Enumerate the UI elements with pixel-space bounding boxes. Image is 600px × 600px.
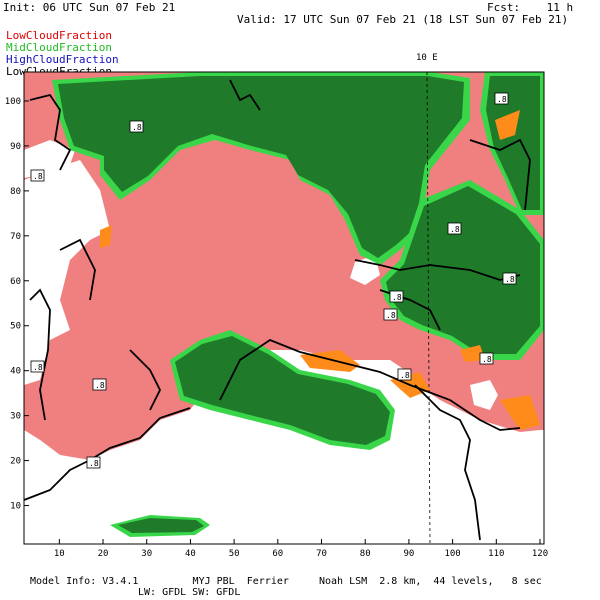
mid-cloud-region bbox=[52, 72, 544, 537]
contour-label: .8 bbox=[450, 225, 460, 234]
meridian-line bbox=[426, 72, 431, 544]
clear-area bbox=[350, 255, 380, 285]
contour-label: .8 bbox=[482, 355, 492, 364]
legend-low-cloud: LowCloudFraction bbox=[6, 29, 112, 42]
valid-time: Valid: 17 UTC Sun 07 Feb 21 (18 LST Sun … bbox=[237, 13, 569, 26]
y-tick-label: 60 bbox=[10, 277, 21, 287]
contour-label: .8 bbox=[95, 381, 105, 390]
x-tick-label: 10 bbox=[54, 549, 65, 559]
clear-area bbox=[24, 140, 75, 178]
orange-cloud-region bbox=[100, 110, 540, 430]
x-tick-label: 90 bbox=[403, 549, 414, 559]
contour-label: .8 bbox=[33, 172, 43, 181]
contour-label: .8 bbox=[89, 459, 99, 468]
y-axis: 10 20 30 40 50 60 70 80 90 100 bbox=[5, 97, 29, 512]
x-tick-label: 30 bbox=[141, 549, 152, 559]
x-tick-label: 110 bbox=[488, 549, 504, 559]
model-info-radiation: LW: GFDL SW: GFDL bbox=[138, 587, 241, 598]
contour-label: .8 bbox=[392, 293, 402, 302]
x-tick-label: 50 bbox=[229, 549, 240, 559]
contour-label: .8 bbox=[497, 95, 507, 104]
model-info: Model Info: V3.4.1 MYJ PBL Ferrier Noah … bbox=[30, 576, 542, 587]
x-tick-label: 80 bbox=[360, 549, 371, 559]
legend-mid-cloud: MidCloudFraction bbox=[6, 41, 112, 54]
y-tick-label: 10 bbox=[10, 502, 21, 512]
clear-area bbox=[24, 160, 110, 385]
y-tick-label: 100 bbox=[5, 97, 21, 107]
contour-label: .8 bbox=[33, 363, 43, 372]
y-tick-label: 80 bbox=[10, 187, 21, 197]
x-axis: 10 20 30 40 50 60 70 80 90 100 110 120 bbox=[54, 539, 548, 559]
y-tick-label: 50 bbox=[10, 322, 21, 332]
forecast-hour: Fcst: 11 h bbox=[487, 1, 574, 14]
y-tick-label: 90 bbox=[10, 142, 21, 152]
contour-label: .8 bbox=[505, 275, 515, 284]
clear-area bbox=[470, 380, 498, 410]
coastline bbox=[24, 79, 531, 541]
clear-area bbox=[24, 400, 544, 544]
x-tick-label: 120 bbox=[532, 549, 548, 559]
y-tick-label: 30 bbox=[10, 412, 21, 422]
init-time: Init: 06 UTC Sun 07 Feb 21 bbox=[3, 1, 176, 14]
legend-high-cloud: HighCloudFraction bbox=[6, 53, 119, 66]
plot-frame bbox=[23, 71, 545, 545]
x-tick-label: 20 bbox=[98, 549, 109, 559]
x-tick-label: 100 bbox=[444, 549, 460, 559]
y-tick-label: 40 bbox=[10, 367, 21, 377]
x-tick-label: 60 bbox=[272, 549, 283, 559]
y-tick-label: 70 bbox=[10, 232, 21, 242]
y-tick-label: 20 bbox=[10, 457, 21, 467]
contour-label: .8 bbox=[386, 311, 396, 320]
contour-label-boxes bbox=[30, 92, 517, 469]
x-tick-label: 70 bbox=[316, 549, 327, 559]
contour-label: .8 bbox=[400, 371, 410, 380]
meridian-label: 10 E bbox=[416, 53, 438, 63]
x-tick-label: 40 bbox=[185, 549, 196, 559]
contour-label: .8 bbox=[132, 123, 142, 132]
